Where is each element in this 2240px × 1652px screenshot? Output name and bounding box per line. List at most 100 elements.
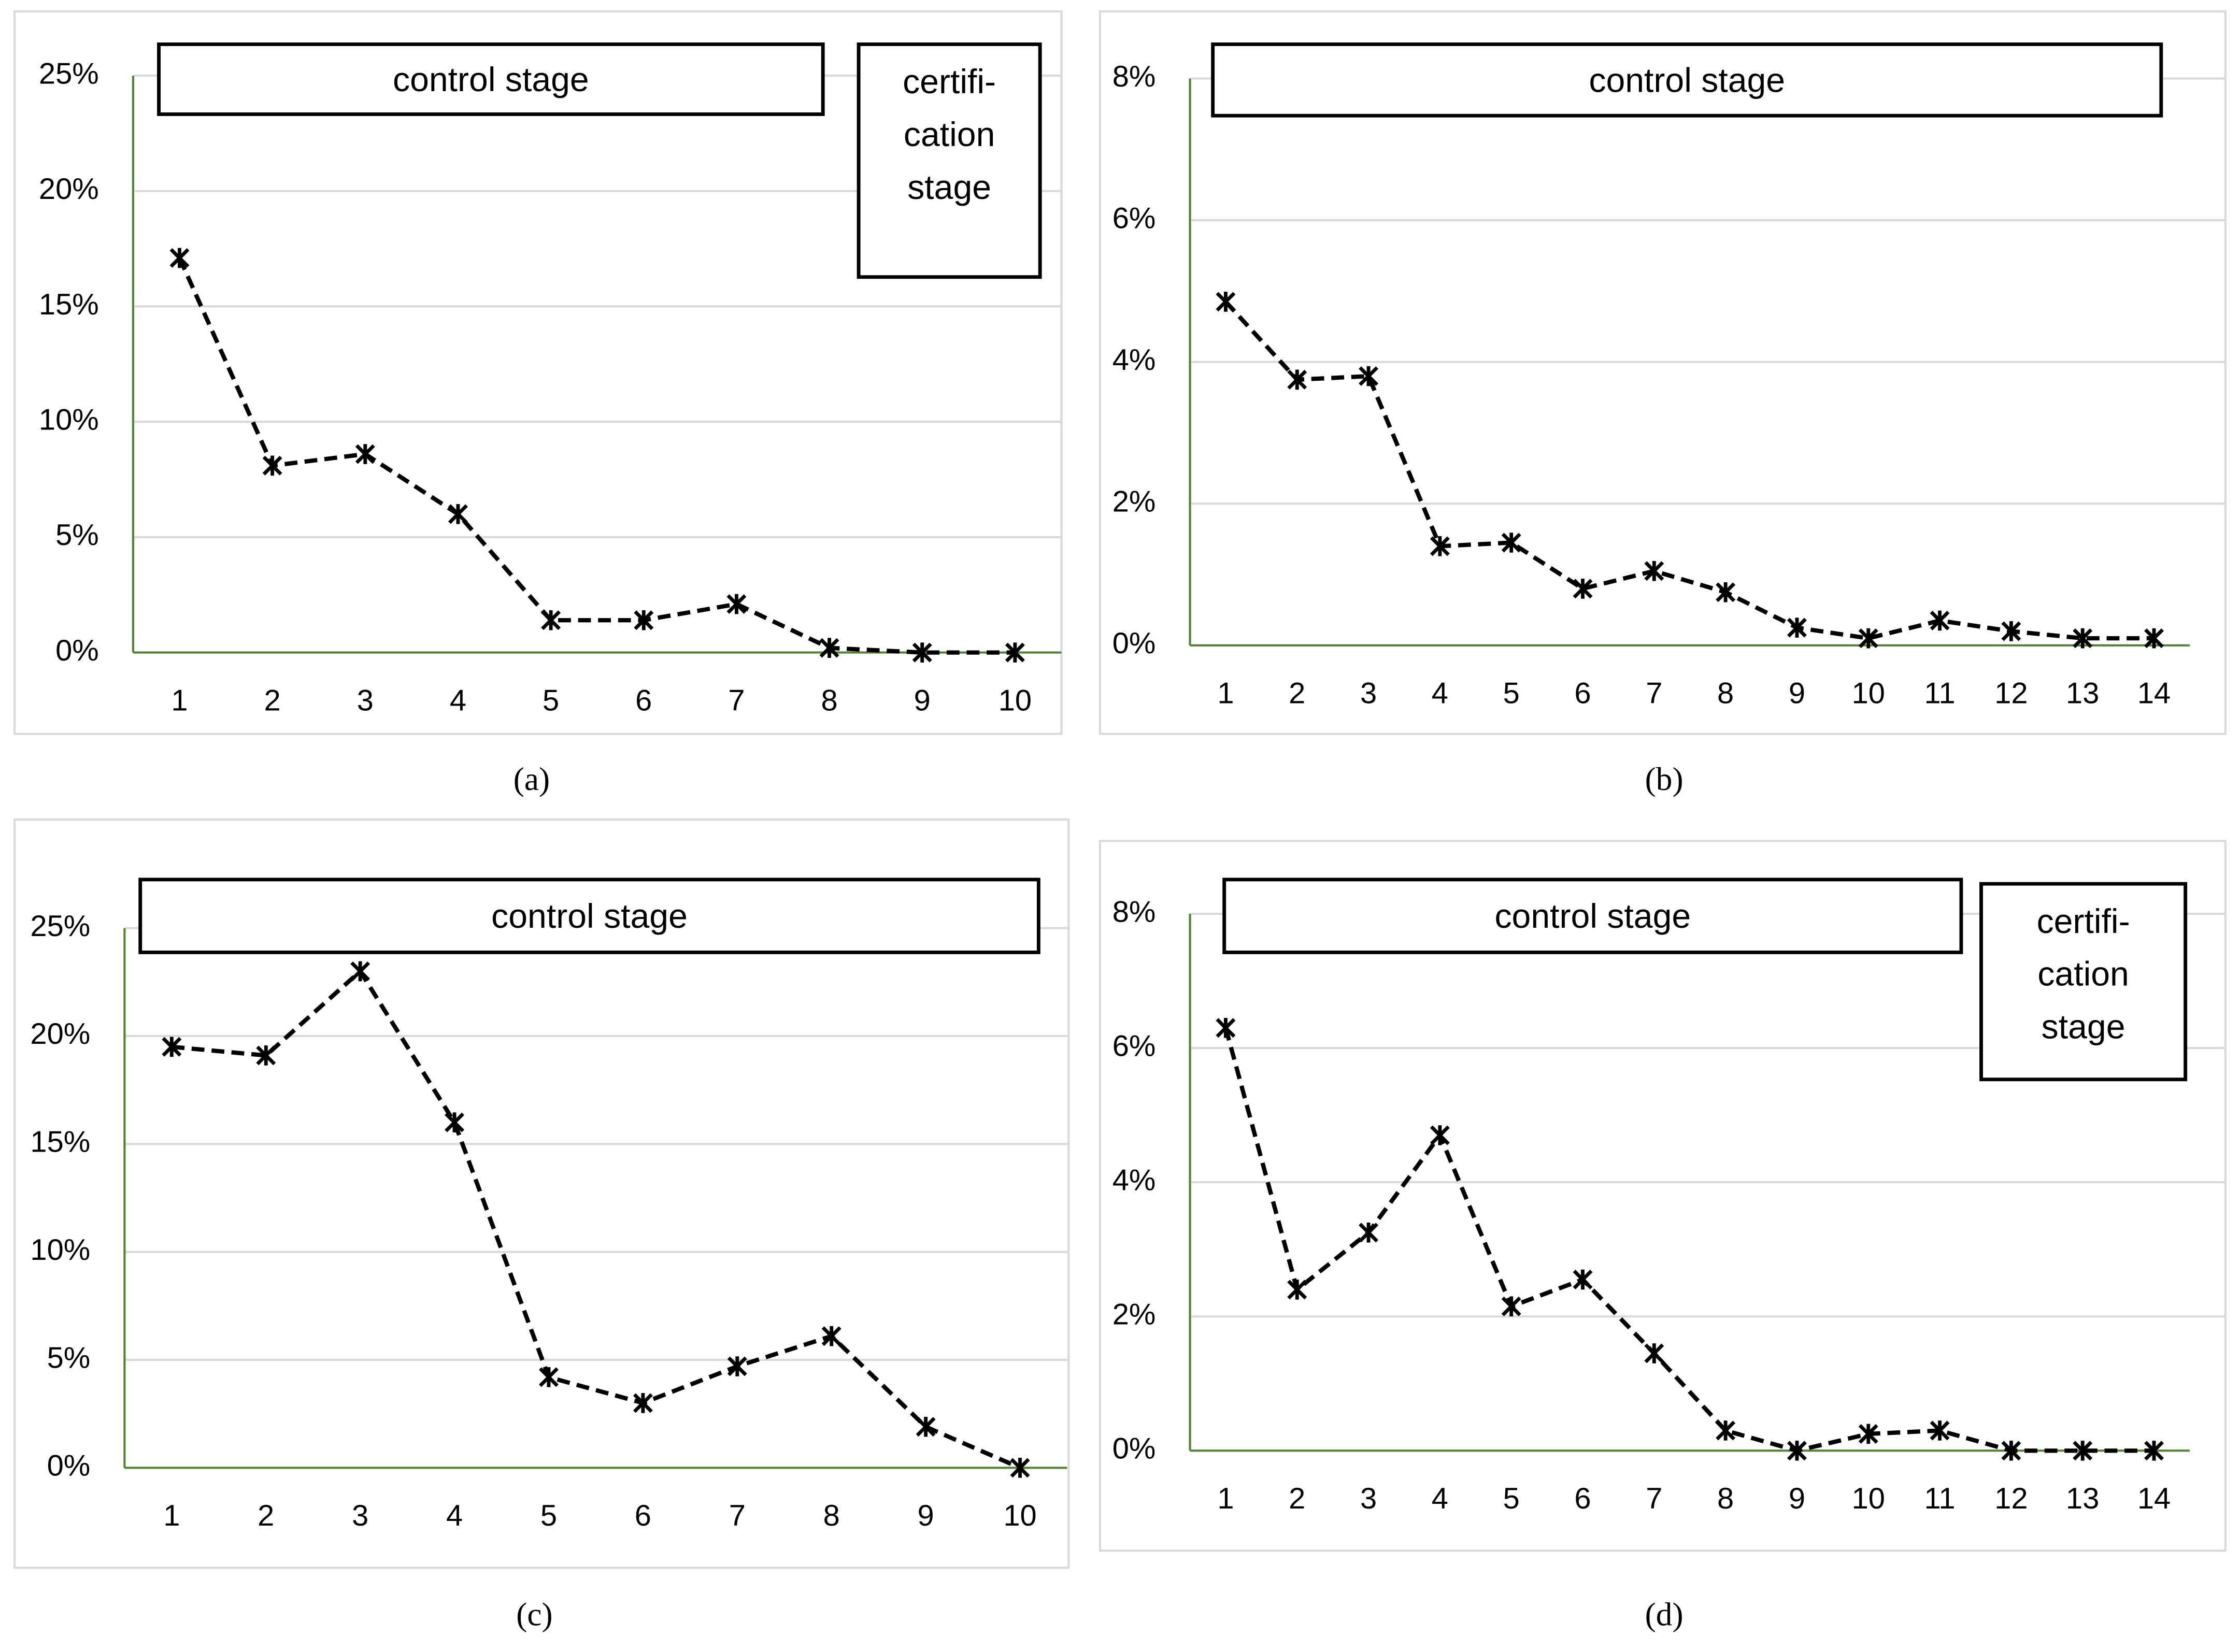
x-tick-label: 6 [1574,1482,1591,1515]
x-tick-label: 14 [2137,677,2171,710]
x-tick-label: 12 [1994,1482,2028,1515]
annotation-text: cation [2037,955,2129,994]
x-tick-label: 5 [1503,677,1520,710]
marker [1858,1424,1878,1444]
y-tick-label: 0% [55,634,99,667]
marker [262,455,282,476]
marker [1216,292,1236,312]
marker [355,444,375,464]
x-tick-label: 9 [1789,1482,1805,1515]
marker [1716,1420,1736,1441]
x-tick-label: 8 [823,1499,840,1532]
panel-frame [13,10,1063,735]
x-tick-label: 1 [171,684,188,717]
marker [1430,536,1450,556]
panel-frame [1098,840,2227,1552]
x-tick-label: 8 [1717,677,1734,710]
y-tick-label: 8% [1112,895,1156,928]
y-tick-label: 6% [1112,1029,1156,1062]
x-tick-label: 6 [635,684,652,717]
marker [1716,582,1736,602]
marker [1930,1420,1950,1441]
x-tick-label: 13 [2066,1482,2099,1515]
x-tick-label: 2 [258,1499,274,1532]
annotation-text: control stage [393,61,589,99]
marker [162,1037,182,1057]
marker [726,594,747,614]
x-tick-label: 4 [450,684,466,717]
panel-caption: (b) [1645,761,1683,797]
marker [2073,1441,2093,1461]
panel-frame [13,818,1070,1569]
annotation-box [1211,42,2163,118]
y-tick-label: 15% [39,288,99,321]
marker [1287,369,1307,390]
annotation-box [1979,882,2188,1082]
x-tick-label: 7 [1646,1482,1662,1515]
marker [445,1112,465,1132]
x-tick-label: 3 [1360,677,1377,710]
marker [1287,1280,1307,1300]
marker [912,642,932,663]
y-tick-label: 2% [1112,485,1156,519]
x-tick-label: 9 [918,1499,934,1532]
annotation-box [857,42,1042,279]
marker [1787,1441,1807,1461]
x-tick-label: 9 [914,684,931,717]
annotation-box [157,42,825,116]
panel-caption: (d) [1645,1596,1683,1632]
x-tick-label: 1 [163,1499,180,1532]
marker [2001,621,2021,641]
marker [539,1367,559,1387]
annotation-text: control stage [1494,897,1691,936]
marker [1010,1458,1030,1478]
x-tick-label: 7 [728,684,745,717]
x-tick-label: 8 [821,684,838,717]
panel-caption: (c) [516,1596,552,1632]
marker [541,610,561,630]
x-tick-label: 7 [729,1499,746,1532]
marker [448,504,468,524]
annotation-box [1222,878,1963,954]
marker [2144,1441,2164,1461]
marker [1573,579,1593,599]
annotation-text: control stage [491,897,688,936]
x-tick-label: 4 [1432,677,1448,710]
marker [1216,1017,1236,1038]
x-tick-label: 2 [264,684,281,717]
x-tick-label: 11 [1924,1482,1956,1515]
x-tick-label: 13 [2066,677,2099,710]
marker [169,248,190,268]
marker [634,610,654,630]
x-tick-label: 10 [1852,677,1885,710]
y-tick-label: 4% [1112,343,1156,377]
x-tick-label: 11 [1924,677,1956,710]
marker [1005,642,1025,663]
marker [1644,561,1664,581]
x-tick-label: 4 [446,1499,463,1532]
marker [1787,617,1807,638]
data-line [1223,1027,2155,1453]
annotation-box [138,878,1040,954]
marker [1573,1269,1593,1290]
y-tick-label: 6% [1112,202,1156,235]
data-line [177,257,1015,655]
y-tick-label: 8% [1112,60,1156,93]
y-tick-label: 4% [1112,1163,1156,1197]
x-tick-label: 5 [1503,1482,1520,1515]
annotation-text: stage [907,168,991,207]
marker [2001,1441,2021,1461]
marker [819,638,839,658]
y-tick-label: 25% [30,910,90,943]
y-tick-label: 25% [39,57,99,90]
x-tick-label: 5 [540,1499,557,1532]
marker [1359,366,1379,386]
panel-frame [1098,10,2227,735]
marker [821,1326,841,1346]
marker [2144,628,2164,649]
x-tick-label: 10 [1852,1482,1885,1515]
y-tick-label: 20% [30,1017,90,1051]
y-tick-label: 15% [30,1126,90,1159]
